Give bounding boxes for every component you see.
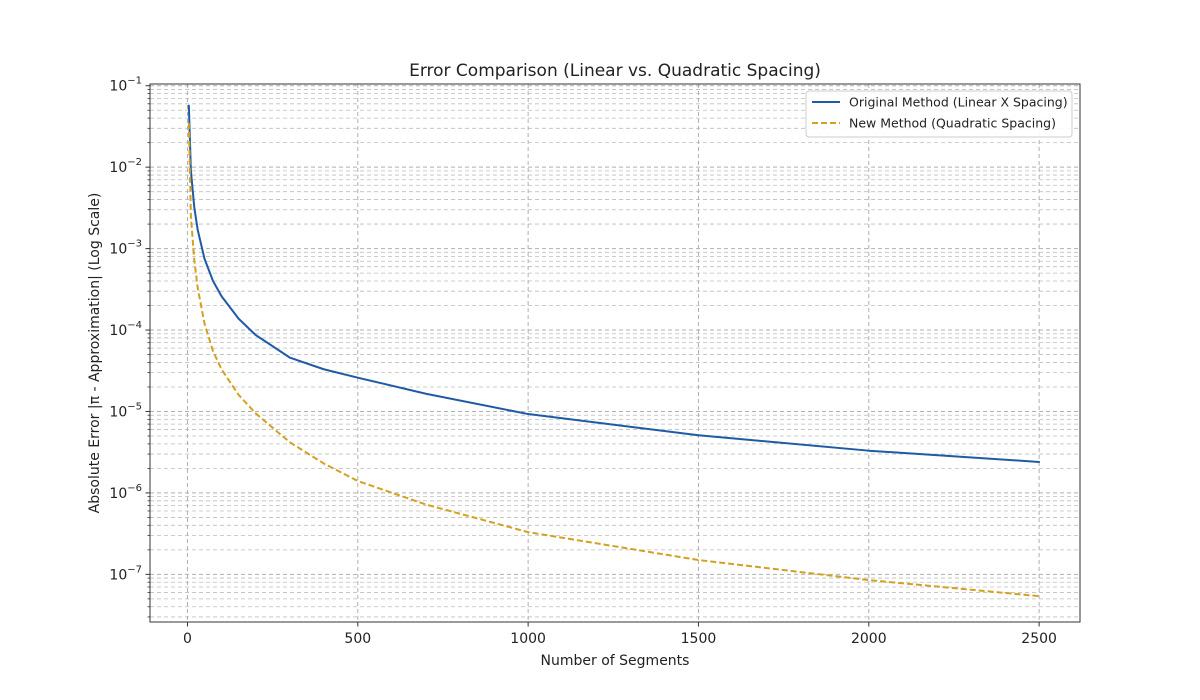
y-tick-label: 10−5 xyxy=(109,401,142,420)
x-tick-label: 1500 xyxy=(681,631,717,647)
legend-label-new: New Method (Quadratic Spacing) xyxy=(849,116,1056,131)
x-tick-label: 1000 xyxy=(510,631,546,647)
x-axis-label: Number of Segments xyxy=(541,653,690,669)
y-tick-label: 10−1 xyxy=(109,76,142,95)
y-tick-label: 10−3 xyxy=(109,239,142,258)
y-tick-label: 10−7 xyxy=(109,564,142,583)
series-line-original xyxy=(187,104,1041,463)
plot-frame xyxy=(149,83,1081,623)
axis-ticks: 10−1 10−2 10−3 10−4 10−5 10−6 10−7 0 500 1000 1500… xyxy=(109,76,1057,647)
x-tick-label: 2500 xyxy=(1021,631,1057,647)
x-tick-label: 2000 xyxy=(851,631,887,647)
legend-box xyxy=(805,90,1073,138)
y-axis-label: Absolute Error |π - Approximation| (Log … xyxy=(87,193,103,514)
y-tick-label: 10−6 xyxy=(109,483,142,502)
legend-label-original: Original Method (Linear X Spacing) xyxy=(849,95,1068,110)
legend: Original Method (Linear X Spacing) New M… xyxy=(805,90,1073,138)
series-group xyxy=(187,104,1041,598)
x-tick-label: 500 xyxy=(344,631,371,647)
y-tick-label: 10−2 xyxy=(109,157,142,176)
grid xyxy=(150,84,1080,622)
chart-title: Error Comparison (Linear vs. Quadratic S… xyxy=(409,61,821,81)
series-line-new xyxy=(187,122,1040,598)
x-tick-label: 0 xyxy=(183,631,192,647)
y-tick-label: 10−4 xyxy=(109,320,142,339)
